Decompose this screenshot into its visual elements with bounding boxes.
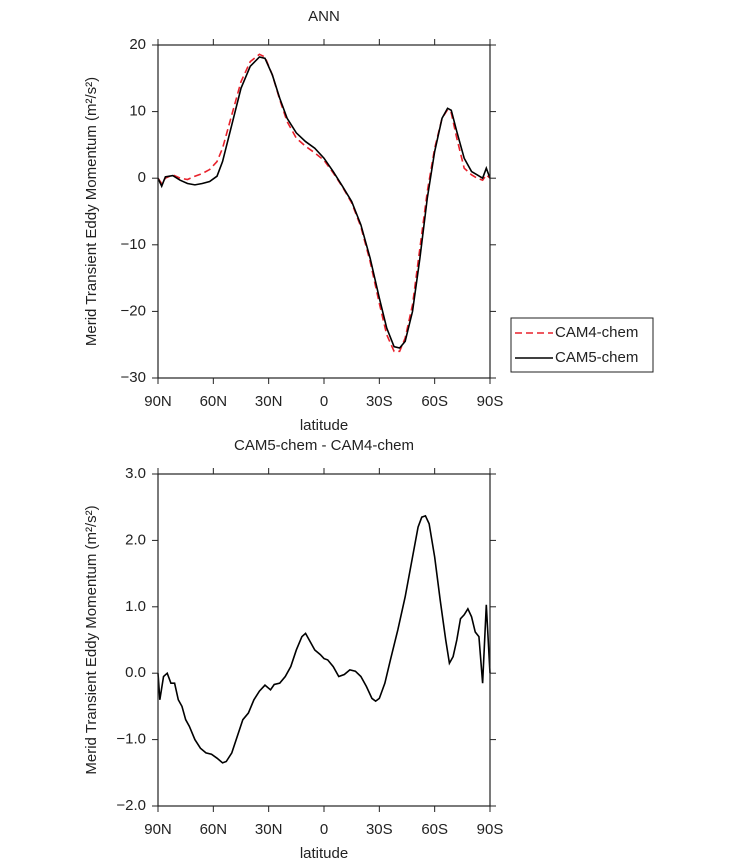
panel: ANN latitude Merid Transient Eddy Momentum… xyxy=(83,8,654,434)
y-tick-label: −1.0 xyxy=(116,731,146,748)
x-tick-label: 90S xyxy=(477,393,504,410)
legend-box xyxy=(510,317,654,373)
y-tick-label: 0 xyxy=(138,169,146,186)
y-tick-label: −10 xyxy=(121,236,146,253)
x-tick-label: 60N xyxy=(200,821,228,838)
data-line xyxy=(157,514,491,764)
x-tick-label: 90S xyxy=(477,821,504,838)
y-tick-label: 2.0 xyxy=(125,531,146,548)
legend-label: CAM5-chem xyxy=(555,349,638,366)
x-tick-label: 90N xyxy=(144,393,172,410)
plot-frame xyxy=(157,473,491,807)
y-tick-label: 10 xyxy=(129,103,146,120)
x-tick-label: 30N xyxy=(255,821,283,838)
plot-frame xyxy=(157,44,491,379)
x-tick-label: 60S xyxy=(421,821,448,838)
x-tick-label: 30S xyxy=(366,821,393,838)
y-tick-label: −30 xyxy=(121,369,146,386)
y-tick-label: −20 xyxy=(121,302,146,319)
x-tick-label: 90N xyxy=(144,821,172,838)
x-tick-label: 0 xyxy=(320,821,328,838)
y-tick-label: 1.0 xyxy=(125,598,146,615)
chart-title: ANN xyxy=(308,8,340,25)
x-tick-label: 0 xyxy=(320,393,328,410)
chart-title: CAM5-chem - CAM4-chem xyxy=(234,437,414,454)
y-tick-label: 20 xyxy=(129,36,146,53)
x-tick-label: 60N xyxy=(200,393,228,410)
data-line xyxy=(157,56,491,349)
x-axis-label: latitude xyxy=(300,845,348,862)
legend-label: CAM4-chem xyxy=(555,324,638,341)
y-tick-label: 0.0 xyxy=(125,664,146,681)
x-axis-label: latitude xyxy=(300,417,348,434)
data-line xyxy=(157,53,491,353)
y-tick-label: −2.0 xyxy=(116,797,146,814)
x-tick-label: 30S xyxy=(366,393,393,410)
x-tick-label: 30N xyxy=(255,393,283,410)
x-tick-label: 60S xyxy=(421,393,448,410)
y-axis-label: Merid Transient Eddy Momentum (m²/s²) xyxy=(83,77,100,346)
y-axis-label: Merid Transient Eddy Momentum (m²/s²) xyxy=(83,505,100,774)
panel: CAM5-chem - CAM4-chem latitude Merid Trans… xyxy=(83,437,503,862)
y-tick-label: 3.0 xyxy=(125,465,146,482)
